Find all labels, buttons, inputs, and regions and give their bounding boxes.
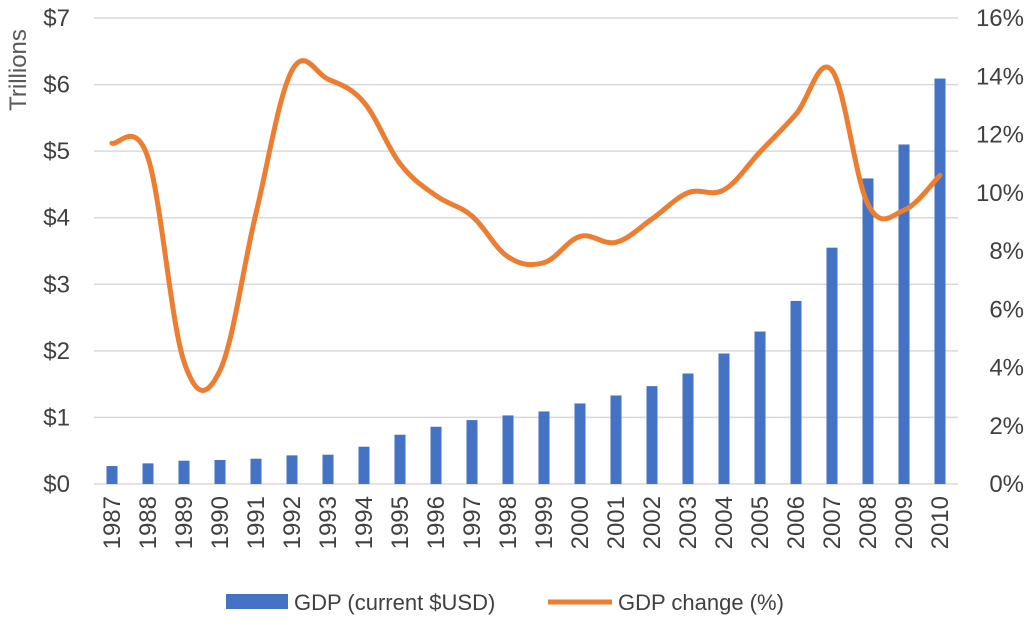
x-tick-label: 2001	[603, 496, 630, 549]
gdp-change-series-line	[109, 58, 943, 393]
y-tick-label: $7	[43, 5, 70, 32]
legend-swatch-gdp	[226, 594, 288, 609]
gdp-bar	[574, 403, 586, 484]
y2-tick-label: 0%	[989, 471, 1024, 498]
gdp-bar	[790, 300, 802, 484]
gdp-bar	[394, 434, 406, 484]
x-tick-label: 1995	[387, 496, 414, 549]
gdp-bar	[502, 415, 514, 484]
x-tick-label: 2003	[675, 496, 702, 549]
x-tick-label: 2008	[855, 496, 882, 549]
x-tick-label: 1992	[279, 496, 306, 549]
gdp-change-line	[109, 58, 943, 393]
y2-tick-label: 8%	[989, 238, 1024, 265]
x-tick-label: 2004	[711, 496, 738, 549]
x-tick-label: 2007	[819, 496, 846, 549]
y-tick-label: $2	[43, 338, 70, 365]
right-axis-ticks: 0% 2% 4% 6% 8% 10% 12% 14% 16%	[976, 5, 1024, 498]
left-axis-ticks: $0 $1 $2 $3 $4 $5 $6 $7	[43, 5, 70, 498]
gridlines	[94, 17, 958, 485]
y-tick-label: $0	[43, 471, 70, 498]
gdp-bar	[358, 446, 370, 484]
gdp-bar	[538, 411, 550, 484]
gdp-bar	[142, 463, 154, 484]
x-tick-label: 1996	[423, 496, 450, 549]
gdp-bar	[286, 455, 298, 484]
x-tick-label: 1994	[351, 496, 378, 549]
x-tick-label: 1991	[243, 496, 270, 549]
y-axis-label: Trillions	[5, 29, 32, 111]
y2-tick-label: 6%	[989, 296, 1024, 323]
y-tick-label: $3	[43, 271, 70, 298]
x-tick-label: 2010	[927, 496, 954, 549]
gdp-bar	[322, 454, 334, 484]
gdp-bar	[646, 386, 658, 484]
x-tick-label: 1990	[207, 496, 234, 549]
gdp-bar	[682, 373, 694, 484]
x-axis-ticks: 1987 1988 1989 1990 1991 1992 1993 1994 1995 1996…	[99, 496, 954, 549]
gdp-bar	[754, 331, 766, 484]
y2-tick-label: 16%	[976, 5, 1024, 32]
x-tick-label: 2002	[639, 496, 666, 549]
x-tick-label: 1998	[495, 496, 522, 549]
gdp-bar	[718, 353, 730, 484]
x-tick-label: 2005	[747, 496, 774, 549]
x-tick-label: 1988	[135, 496, 162, 549]
gdp-bar	[934, 78, 946, 484]
gdp-bar	[250, 458, 262, 484]
gdp-bar	[430, 426, 442, 484]
y-tick-label: $4	[43, 205, 70, 232]
gdp-bar	[610, 395, 622, 484]
gdp-bar	[466, 420, 478, 484]
x-tick-label: 1999	[531, 496, 558, 549]
gdp-bar	[214, 460, 226, 484]
gdp-bar	[862, 178, 874, 485]
y-tick-label: $1	[43, 404, 70, 431]
x-tick-label: 1997	[459, 496, 486, 549]
gdp-bar	[106, 466, 118, 484]
x-tick-label: 1993	[315, 496, 342, 549]
y2-tick-label: 14%	[976, 63, 1024, 90]
x-tick-label: 2009	[891, 496, 918, 549]
gdp-bar	[826, 247, 838, 484]
y2-tick-label: 12%	[976, 122, 1024, 149]
x-tick-label: 2000	[567, 496, 594, 549]
y2-tick-label: 10%	[976, 180, 1024, 207]
y2-tick-label: 4%	[989, 355, 1024, 382]
y-tick-label: $5	[43, 138, 70, 165]
legend-label-gdp-change: GDP change (%)	[618, 590, 784, 615]
x-tick-label: 1987	[99, 496, 126, 549]
x-tick-label: 1989	[171, 496, 198, 549]
gdp-bar	[178, 460, 190, 484]
gdp-bar	[898, 144, 910, 484]
gdp-bars	[106, 78, 946, 485]
legend-label-gdp: GDP (current $USD)	[294, 590, 495, 615]
y2-tick-label: 2%	[989, 413, 1024, 440]
x-tick-label: 2006	[783, 496, 810, 549]
legend: GDP (current $USD) GDP change (%)	[226, 590, 784, 615]
y-tick-label: $6	[43, 72, 70, 99]
